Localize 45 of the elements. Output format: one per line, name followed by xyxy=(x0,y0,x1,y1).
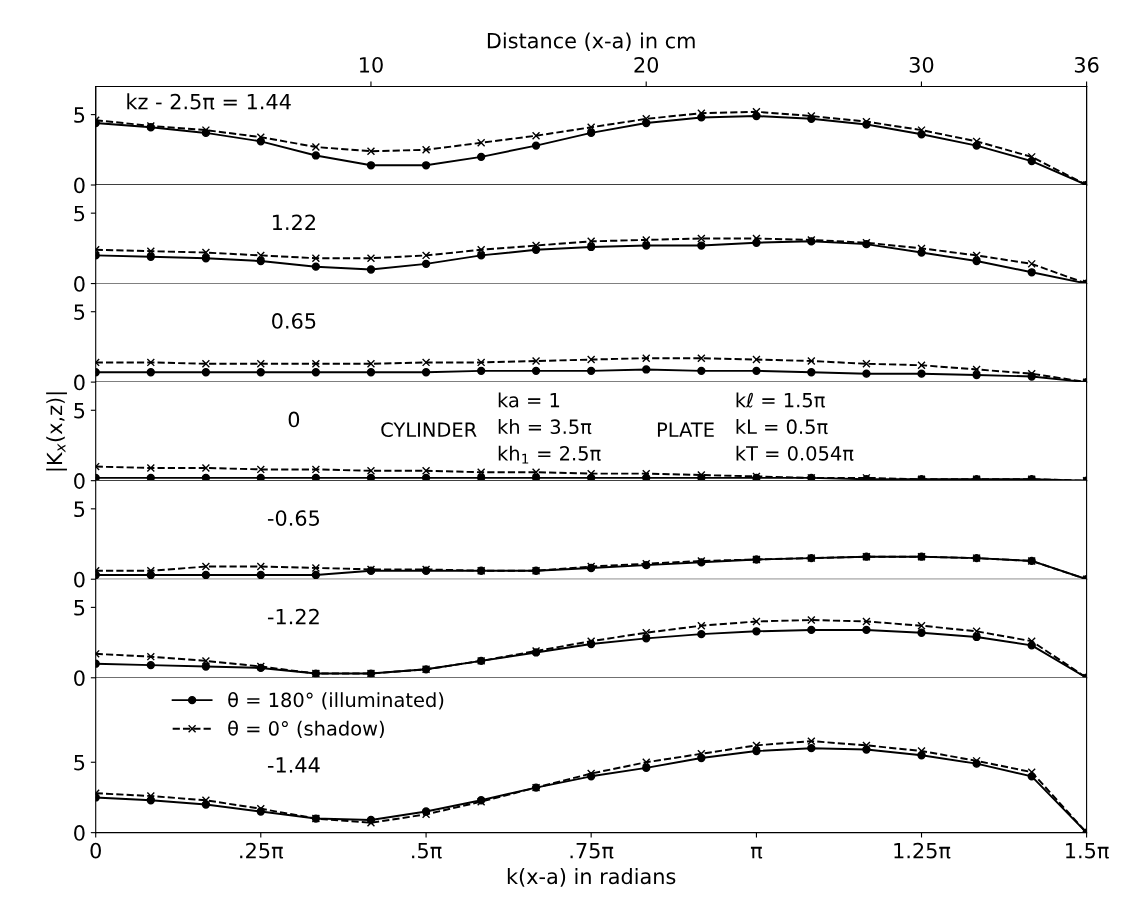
x-tick-label: 1.5π xyxy=(1066,843,1109,859)
annotation: kℓ = 1.5π xyxy=(736,392,825,408)
annotation: ka = 1 xyxy=(498,392,560,408)
y-tick-label: 0 xyxy=(74,670,85,686)
x-tick-label: π xyxy=(750,846,763,859)
x-tick-label: 1.25π xyxy=(894,842,951,859)
y-tick-label: 5 xyxy=(74,107,85,123)
y-tick-label: 5 xyxy=(74,501,85,518)
legend-label: θ = 0° (shadow) xyxy=(228,720,384,739)
annotation: PLATE xyxy=(657,422,714,437)
text: 0 xyxy=(288,411,300,428)
annotation: kh = 3.5π xyxy=(498,419,592,435)
x2-tick-label: 36 xyxy=(1074,56,1099,73)
x-tick-label: 0 xyxy=(90,842,101,859)
x-tick-label: .25π xyxy=(240,842,284,859)
text: 1.22 xyxy=(272,214,315,230)
x-tick-label: .75π xyxy=(570,843,614,859)
text: -0.65 xyxy=(267,510,320,526)
text: 0.65 xyxy=(272,313,316,329)
x2-tick-label: 30 xyxy=(909,56,934,73)
y-tick-label: 0 xyxy=(74,177,85,194)
text: -1.22 xyxy=(267,608,319,625)
annotation: CYLINDER xyxy=(381,422,477,438)
x2-tick-label: 10 xyxy=(359,56,383,73)
x-axis-title: k(x-a) in radians xyxy=(507,868,676,887)
annotation: kh$_{1}$ = 2.5π xyxy=(498,445,601,464)
y-tick-label: 0 xyxy=(74,825,85,841)
chart-title: kz - 2.5π = 1.44 xyxy=(127,93,291,110)
annotation: kL = 0.5π xyxy=(736,419,828,435)
y-tick-label: 5 xyxy=(74,754,85,771)
y-tick-label: 5 xyxy=(74,205,85,222)
y-tick-label: 0 xyxy=(74,374,85,391)
y-tick-label: 0 xyxy=(74,473,85,489)
y-tick-label: 5 xyxy=(74,304,85,320)
text: -1.44 xyxy=(267,757,320,773)
legend-label: θ = 180° (illuminated) xyxy=(228,692,444,710)
y-tick-label: 0 xyxy=(74,571,85,588)
annotation: kT = 0.054π xyxy=(736,445,854,461)
x2-tick-label: 20 xyxy=(634,56,659,73)
y-tick-label: 0 xyxy=(74,276,85,292)
y-tick-label: 5 xyxy=(74,403,85,419)
x2-axis-title: Distance (x-a) in cm xyxy=(487,32,695,51)
y-axis-title: |K$_{x}$(x,z)| xyxy=(46,392,67,471)
y-tick-label: 5 xyxy=(74,600,85,616)
x-tick-label: .5π xyxy=(412,843,442,859)
